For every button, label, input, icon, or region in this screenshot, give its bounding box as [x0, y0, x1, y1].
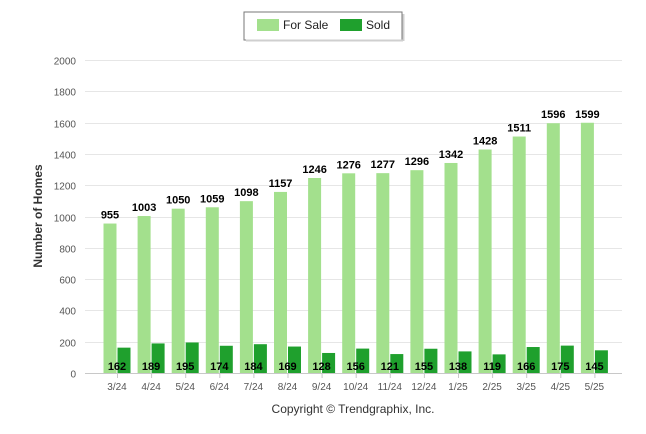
y-tick-label: 600: [59, 276, 76, 287]
y-tick-label: 1800: [54, 88, 77, 99]
data-label-sold: 189: [142, 361, 160, 373]
legend[interactable]: For Sale Sold: [243, 11, 405, 42]
x-tick-label: 3/25: [516, 382, 536, 393]
bar-sold[interactable]: [492, 354, 506, 373]
y-tick-label: 1000: [54, 214, 77, 225]
y-tick-label: 800: [59, 245, 76, 256]
legend-swatch-for-sale: [257, 19, 279, 31]
x-tick-label: 6/24: [210, 382, 230, 393]
legend-label-sold[interactable]: Sold: [366, 18, 390, 32]
x-tick-label: 11/24: [378, 382, 403, 393]
data-label-sold: 195: [176, 361, 194, 373]
bar-sold[interactable]: [424, 348, 438, 373]
data-label-for-sale: 955: [101, 210, 119, 222]
data-label-for-sale: 1277: [371, 159, 395, 171]
bar-sold[interactable]: [117, 347, 131, 373]
data-label-for-sale: 1059: [200, 193, 224, 205]
data-label-sold: 174: [210, 361, 229, 373]
data-label-for-sale: 1599: [575, 109, 599, 121]
bar-for-sale[interactable]: [239, 201, 253, 373]
bar-for-sale[interactable]: [410, 170, 424, 373]
data-label-for-sale: 1098: [234, 187, 258, 199]
y-tick-label: 0: [70, 370, 76, 381]
legend-label-for-sale[interactable]: For Sale: [283, 18, 329, 32]
data-label-sold: 145: [585, 361, 603, 373]
data-label-for-sale: 1428: [473, 136, 497, 148]
bar-sold[interactable]: [526, 347, 540, 373]
x-tick-label: 8/24: [278, 382, 298, 393]
bar-sold[interactable]: [322, 352, 336, 373]
bar-sold[interactable]: [151, 343, 165, 373]
bar-for-sale[interactable]: [274, 191, 287, 373]
y-axis: 0 200 400 600 800 1000 1200 1400 1600 1800 2000: [54, 57, 77, 381]
data-label-for-sale: 1246: [302, 164, 326, 176]
data-label-sold: 119: [483, 361, 501, 373]
bar-sold[interactable]: [185, 342, 199, 373]
x-tick-label: 10/24: [343, 382, 368, 393]
data-label-for-sale: 1511: [507, 123, 531, 135]
bar-sold[interactable]: [390, 354, 404, 373]
data-labels: 955 162 1003 189 1050 195 1059 174 1098 184 1157 16…: [101, 109, 604, 373]
y-tick-label: 1600: [54, 120, 77, 131]
legend-swatch-sold: [340, 19, 362, 31]
x-tick-label: 5/25: [585, 382, 605, 393]
bar-for-sale[interactable]: [342, 173, 356, 373]
x-tick-label: 5/24: [175, 382, 195, 393]
bar-for-sale[interactable]: [478, 149, 492, 373]
bar-for-sale[interactable]: [444, 162, 458, 373]
x-tick-label: 9/24: [312, 382, 332, 393]
data-label-sold: 138: [449, 361, 467, 373]
bar-sold[interactable]: [253, 344, 267, 373]
data-label-sold: 155: [415, 361, 433, 373]
y-tick-label: 2000: [54, 57, 77, 68]
data-label-sold: 184: [244, 361, 263, 373]
bar-for-sale[interactable]: [376, 173, 390, 373]
data-label-sold: 169: [278, 361, 296, 373]
x-tick-label: 3/24: [107, 382, 127, 393]
y-tick-label: 200: [59, 339, 76, 350]
x-tick-label: 12/24: [411, 382, 436, 393]
bar-for-sale[interactable]: [137, 216, 151, 373]
x-tick-label: 4/24: [141, 382, 161, 393]
y-tick-label: 400: [59, 307, 76, 318]
bar-sold[interactable]: [288, 346, 301, 373]
x-tick-label: 1/25: [448, 382, 468, 393]
bar-sold[interactable]: [594, 350, 608, 373]
bar-sold[interactable]: [356, 348, 370, 373]
bar-sold[interactable]: [560, 345, 574, 373]
bar-for-sale[interactable]: [103, 223, 117, 373]
data-label-for-sale: 1276: [336, 159, 360, 171]
x-axis: 3/24 4/24 5/24 6/24 7/24 8/24 9/24 10/24 11/24 12…: [85, 373, 622, 393]
bar-for-sale[interactable]: [512, 136, 526, 373]
x-tick-label: 4/25: [551, 382, 571, 393]
bar-sold[interactable]: [458, 351, 472, 373]
data-label-for-sale: 1050: [166, 195, 190, 207]
data-label-for-sale: 1003: [132, 202, 156, 214]
y-tick-label: 1200: [54, 182, 77, 193]
data-label-sold: 156: [347, 361, 365, 373]
bar-for-sale[interactable]: [308, 178, 322, 373]
bar-for-sale[interactable]: [171, 208, 185, 373]
data-label-sold: 162: [108, 361, 126, 373]
bars: [103, 122, 608, 373]
data-label-for-sale: 1157: [269, 178, 293, 190]
data-label-sold: 121: [381, 361, 399, 373]
bar-for-sale[interactable]: [546, 123, 560, 373]
data-label-sold: 175: [551, 361, 569, 373]
data-label-sold: 128: [312, 361, 330, 373]
y-tick-label: 1400: [54, 151, 77, 162]
x-tick-label: 2/25: [482, 382, 502, 393]
y-axis-title: Number of Homes: [31, 164, 45, 268]
bar-for-sale[interactable]: [580, 122, 594, 373]
data-label-for-sale: 1296: [405, 156, 429, 168]
data-label-sold: 166: [517, 361, 535, 373]
x-tick-label: 7/24: [244, 382, 264, 393]
copyright-text: Copyright © Trendgraphix, Inc.: [272, 402, 435, 416]
data-label-for-sale: 1342: [439, 149, 463, 161]
bar-for-sale[interactable]: [205, 207, 219, 373]
bar-sold[interactable]: [219, 345, 233, 373]
data-label-for-sale: 1596: [541, 109, 565, 121]
